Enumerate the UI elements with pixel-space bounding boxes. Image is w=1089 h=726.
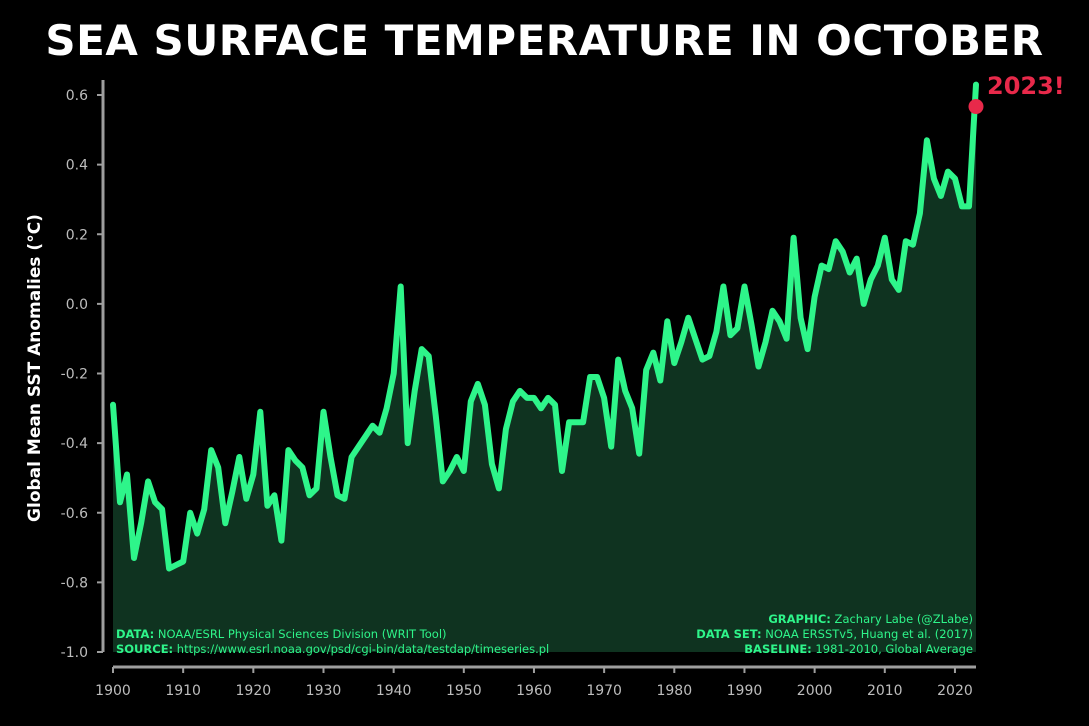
y-tick-label: 0.6 [66,88,88,104]
x-tick-label: 1980 [656,683,692,699]
credit-source-value: https://www.esrl.noaa.gov/psd/cgi-bin/da… [173,642,550,656]
x-tick-label: 1960 [516,683,552,699]
y-tick-label: 0.4 [66,158,88,174]
credit-graphic-key: GRAPHIC: [768,612,831,626]
credit-graphic: GRAPHIC: Zachary Labe (@ZLabe) [696,612,973,627]
credit-data: DATA: NOAA/ESRL Physical Sciences Divisi… [116,627,549,642]
y-tick-label: -1.0 [61,645,88,661]
credit-dataset: DATA SET: NOAA ERSSTv5, Huang et al. (20… [696,627,973,642]
anomaly-area-fill [113,84,976,653]
x-tick-label: 1950 [446,683,482,699]
credit-source: SOURCE: https://www.esrl.noaa.gov/psd/cg… [116,642,549,657]
x-tick-label: 1940 [376,683,412,699]
highlight-2023-dot [968,99,984,115]
anomaly-series-line [110,81,979,572]
y-tick-label: 0.0 [66,297,88,313]
highlight-2023-label: 2023! [987,72,1065,100]
credit-baseline-key: BASELINE: [744,642,812,656]
y-ticks: -1.0 -0.8 -0.6 -0.4 -0.2 0.0 0.2 0.4 0.6 [61,88,103,661]
x-tick-label: 1900 [95,683,131,699]
y-tick-label: -0.2 [61,367,88,383]
y-tick-label: -0.8 [61,575,88,591]
y-tick-label: -0.6 [61,506,88,522]
x-tick-label: 1990 [727,683,763,699]
credit-source-key: SOURCE: [116,642,174,656]
credits-right: GRAPHIC: Zachary Labe (@ZLabe) DATA SET:… [696,612,973,657]
x-tick-label: 1920 [236,683,272,699]
credit-baseline-value: 1981-2010, Global Average [811,642,973,656]
credit-data-key: DATA: [116,627,155,641]
x-tick-label: 1910 [165,683,201,699]
credit-baseline: BASELINE: 1981-2010, Global Average [696,642,973,657]
credit-data-value: NOAA/ESRL Physical Sciences Division (WR… [154,627,447,641]
credit-graphic-value: Zachary Labe (@ZLabe) [830,612,973,626]
x-tick-label: 1970 [586,683,622,699]
chart-title: SEA SURFACE TEMPERATURE IN OCTOBER [45,16,1044,65]
y-tick-label: -0.4 [61,436,88,452]
credit-dataset-value: NOAA ERSSTv5, Huang et al. (2017) [761,627,973,641]
x-tick-label: 2000 [797,683,833,699]
credit-dataset-key: DATA SET: [696,627,762,641]
x-tick-label: 1930 [306,683,342,699]
x-tick-label: 2020 [937,683,973,699]
credits-left: DATA: NOAA/ESRL Physical Sciences Divisi… [116,627,549,657]
y-tick-label: 0.2 [66,227,88,243]
x-tick-label: 2010 [867,683,903,699]
x-ticks: 1900 1910 1920 1930 1940 1950 1960 1970 1980 1990… [95,667,973,699]
